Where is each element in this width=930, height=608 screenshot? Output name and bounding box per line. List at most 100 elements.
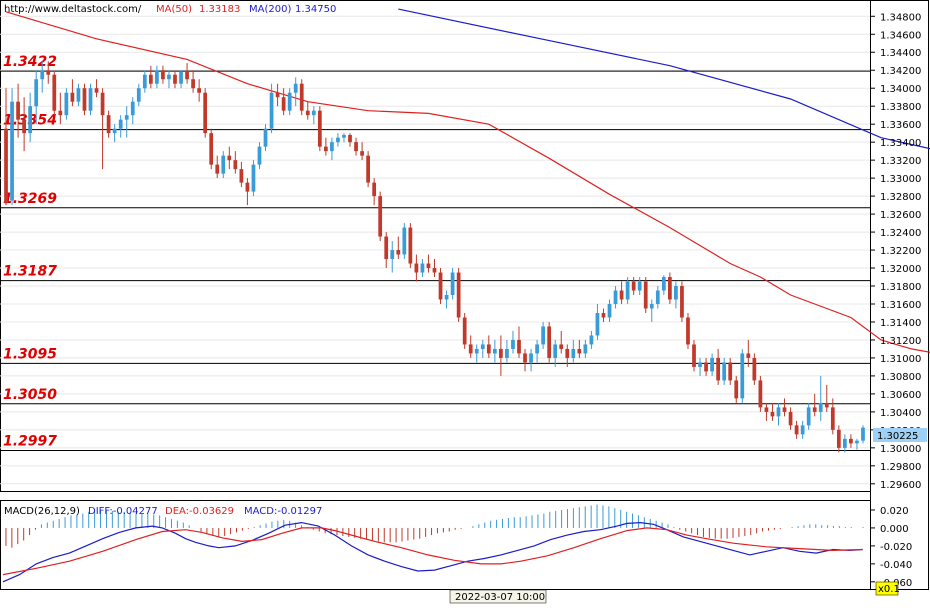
candle — [360, 142, 364, 161]
candle-body — [130, 101, 135, 116]
candle — [336, 133, 340, 147]
candle — [456, 268, 461, 322]
candle — [492, 339, 497, 363]
candle — [728, 357, 733, 385]
level-label: 1.3050 — [3, 387, 57, 403]
candle-body — [649, 303, 654, 309]
candle — [372, 178, 377, 206]
candle — [788, 407, 793, 430]
candle — [655, 286, 660, 309]
candle — [167, 70, 171, 89]
candle — [420, 259, 425, 278]
candle — [227, 146, 232, 170]
candle — [94, 79, 99, 98]
candle — [251, 160, 256, 197]
candle-body — [227, 155, 232, 161]
candle-body — [710, 357, 714, 372]
y-tick-label: 1.30800 — [880, 372, 921, 383]
candle-body — [233, 160, 238, 170]
candle — [589, 330, 594, 349]
candle — [384, 232, 389, 269]
candle — [716, 348, 721, 385]
y-tick-label: 1.33400 — [880, 138, 921, 149]
y-tick-label: 1.34600 — [880, 30, 921, 41]
candle-body — [372, 182, 377, 197]
candle — [34, 70, 39, 125]
candle — [830, 398, 835, 435]
candle-body — [293, 83, 298, 93]
candle — [58, 92, 63, 125]
y-tick-label: 1.31400 — [880, 318, 921, 329]
candle — [142, 70, 147, 93]
candle-body — [505, 348, 509, 358]
candle — [661, 275, 666, 295]
candle-body — [619, 290, 624, 300]
candle — [348, 133, 352, 147]
candle — [553, 339, 558, 367]
candle-body — [836, 429, 841, 448]
candle — [136, 83, 141, 107]
candle-body — [378, 196, 383, 237]
ma200-label: MA(200) — [249, 4, 291, 15]
y-tick-label: 1.30600 — [880, 390, 921, 401]
candle — [849, 434, 853, 448]
candle-body — [88, 88, 93, 111]
candle — [293, 77, 298, 107]
candle — [843, 434, 847, 453]
candle-body — [849, 438, 853, 444]
candle-body — [577, 348, 582, 354]
candle — [305, 101, 310, 120]
candle-body — [366, 155, 370, 183]
candle-body — [800, 425, 805, 435]
candle-body — [136, 88, 141, 102]
candle-body — [716, 357, 721, 381]
level-label: 1.3269 — [3, 191, 57, 207]
candle — [233, 151, 238, 174]
candle — [565, 344, 570, 367]
candle — [613, 286, 618, 309]
moving-averages — [5, 8, 930, 353]
candle — [245, 178, 250, 206]
candle-body — [667, 277, 672, 300]
candle-body — [348, 134, 352, 143]
macd-tick-label: -0.040 — [880, 560, 912, 571]
candle-body — [106, 115, 111, 134]
candle-body — [764, 407, 769, 412]
candle — [806, 402, 811, 430]
candle — [686, 312, 690, 349]
candle — [812, 393, 817, 417]
candle-body — [287, 92, 292, 111]
candle-body — [209, 133, 214, 165]
candle-body — [10, 101, 14, 201]
candle — [155, 65, 159, 89]
candle-body — [100, 92, 105, 116]
candle — [378, 191, 383, 242]
candle-body — [4, 128, 8, 204]
y-tick-label: 1.34800 — [880, 12, 921, 23]
candle — [468, 335, 473, 358]
candle-body — [245, 182, 250, 192]
candle-body — [263, 128, 268, 147]
candle — [239, 161, 244, 188]
y-tick-label: 1.30000 — [880, 444, 921, 455]
candle — [209, 128, 214, 170]
candle-body — [830, 407, 835, 430]
candle — [583, 339, 588, 358]
price-panel-frame — [0, 0, 871, 492]
candle — [450, 268, 455, 300]
candle-body — [239, 169, 244, 183]
candle-body — [354, 142, 358, 152]
candle — [505, 339, 509, 363]
y-tick-label: 1.29600 — [880, 480, 921, 491]
y-tick-label: 1.32200 — [880, 246, 921, 257]
candle — [861, 425, 865, 444]
candle — [559, 330, 564, 354]
candle — [432, 259, 437, 278]
candle — [70, 79, 75, 107]
y-tick-label: 1.32400 — [880, 228, 921, 239]
candle-body — [70, 92, 75, 102]
candle — [46, 61, 51, 84]
